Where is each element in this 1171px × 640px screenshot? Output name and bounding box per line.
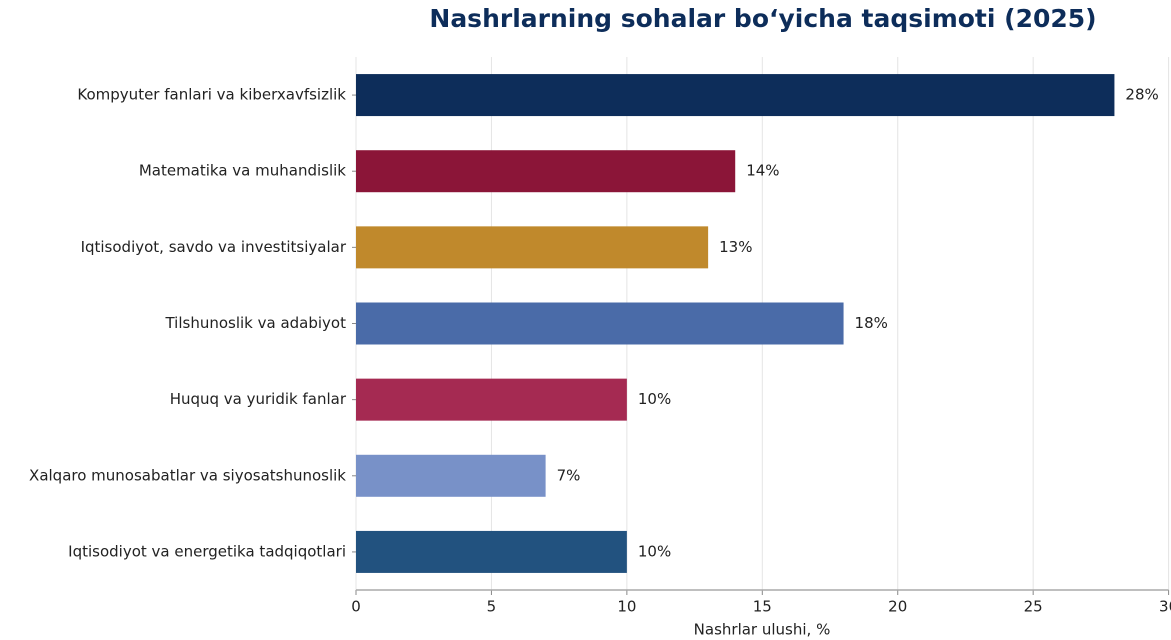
- y-tick-label: Kompyuter fanlari va kiberxavfsizlik: [77, 86, 346, 104]
- x-axis-label: Nashrlar ulushi, %: [694, 621, 831, 639]
- y-tick-label: Iqtisodiyot va energetika tadqiqotlari: [68, 542, 346, 560]
- chart-title: Nashrlarning sohalar bo‘yicha taqsimoti …: [429, 4, 1096, 33]
- x-tick-label: 5: [487, 598, 497, 616]
- x-tick-label: 0: [351, 598, 361, 616]
- bar: [356, 530, 627, 573]
- x-tick-label: 10: [617, 598, 636, 616]
- x-tick-label: 15: [753, 598, 772, 616]
- bar: [356, 150, 736, 193]
- value-label: 10%: [638, 390, 671, 408]
- value-label: 7%: [557, 466, 581, 484]
- y-tick-label: Huquq va yuridik fanlar: [170, 390, 347, 408]
- bar: [356, 454, 546, 497]
- value-label: 14%: [746, 162, 779, 180]
- y-tick-label: Iqtisodiyot, savdo va investitsiyalar: [81, 238, 347, 256]
- bar: [356, 226, 709, 269]
- bar: [356, 378, 627, 421]
- value-label: 28%: [1125, 86, 1158, 104]
- x-tick-label: 25: [1024, 598, 1043, 616]
- bar: [356, 302, 844, 345]
- x-tick-label: 30: [1159, 598, 1171, 616]
- value-label: 10%: [638, 542, 671, 560]
- bar: [356, 74, 1115, 117]
- value-label: 18%: [855, 314, 888, 332]
- value-label: 13%: [719, 238, 752, 256]
- x-tick-label: 20: [888, 598, 907, 616]
- y-tick-label: Tilshunoslik va adabiyot: [164, 314, 346, 332]
- y-tick-label: Xalqaro munosabatlar va siyosatshunoslik: [29, 466, 346, 484]
- y-tick-label: Matematika va muhandislik: [139, 162, 346, 180]
